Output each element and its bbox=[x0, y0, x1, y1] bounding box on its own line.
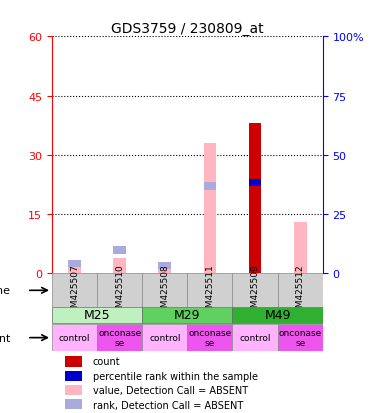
Text: cell line: cell line bbox=[0, 286, 10, 296]
Bar bbox=[68, 266, 81, 274]
Bar bbox=[278, 274, 323, 308]
Bar bbox=[66, 356, 82, 367]
Bar bbox=[66, 385, 82, 395]
Text: control: control bbox=[149, 333, 181, 342]
Bar bbox=[204, 183, 216, 191]
Bar bbox=[97, 324, 142, 351]
Text: onconase
se: onconase se bbox=[279, 328, 322, 347]
Text: GSM425508: GSM425508 bbox=[160, 263, 169, 318]
Bar bbox=[113, 246, 126, 254]
Text: onconase
se: onconase se bbox=[188, 328, 232, 347]
Text: rank, Detection Call = ABSENT: rank, Detection Call = ABSENT bbox=[93, 399, 243, 410]
Bar bbox=[187, 324, 233, 351]
Text: onconase
se: onconase se bbox=[98, 328, 141, 347]
Text: agent: agent bbox=[0, 333, 10, 343]
Text: M25: M25 bbox=[84, 309, 111, 322]
Bar bbox=[158, 262, 171, 270]
Text: value, Detection Call = ABSENT: value, Detection Call = ABSENT bbox=[93, 385, 248, 395]
Text: GSM425511: GSM425511 bbox=[206, 263, 214, 318]
Bar bbox=[52, 308, 142, 323]
Bar bbox=[249, 179, 262, 187]
Text: GSM425510: GSM425510 bbox=[115, 263, 124, 318]
Text: M29: M29 bbox=[174, 309, 201, 322]
Bar bbox=[187, 274, 233, 308]
Bar bbox=[233, 308, 323, 323]
Bar bbox=[66, 371, 82, 381]
Bar bbox=[233, 274, 278, 308]
Bar bbox=[158, 270, 171, 274]
Bar bbox=[233, 324, 278, 351]
Bar bbox=[68, 260, 81, 268]
Text: control: control bbox=[59, 333, 90, 342]
Text: percentile rank within the sample: percentile rank within the sample bbox=[93, 371, 257, 381]
Bar bbox=[113, 258, 126, 274]
Bar bbox=[97, 274, 142, 308]
Bar bbox=[142, 274, 187, 308]
Bar bbox=[66, 399, 82, 410]
Bar bbox=[142, 324, 187, 351]
Text: control: control bbox=[239, 333, 271, 342]
Bar bbox=[204, 144, 216, 274]
Bar bbox=[142, 308, 233, 323]
Bar bbox=[278, 324, 323, 351]
Bar bbox=[52, 324, 97, 351]
Bar bbox=[249, 124, 262, 274]
Text: GSM425512: GSM425512 bbox=[296, 263, 305, 318]
Text: count: count bbox=[93, 356, 120, 366]
Text: GSM425507: GSM425507 bbox=[70, 263, 79, 318]
Bar bbox=[294, 223, 306, 274]
Bar bbox=[52, 274, 97, 308]
Title: GDS3759 / 230809_at: GDS3759 / 230809_at bbox=[111, 22, 264, 36]
Text: GSM425509: GSM425509 bbox=[250, 263, 260, 318]
Text: M49: M49 bbox=[265, 309, 291, 322]
